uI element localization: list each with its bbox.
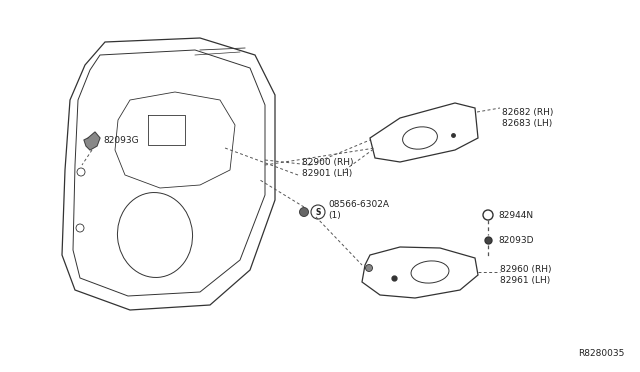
Text: 82960 (RH)
82961 (LH): 82960 (RH) 82961 (LH)	[500, 264, 552, 285]
Polygon shape	[84, 132, 100, 150]
Circle shape	[311, 205, 325, 219]
Circle shape	[365, 264, 372, 272]
Text: S: S	[316, 208, 321, 217]
Text: 82900 (RH)
82901 (LH): 82900 (RH) 82901 (LH)	[302, 158, 353, 179]
Text: 08566-6302A
(1): 08566-6302A (1)	[328, 200, 389, 220]
Text: R8280035: R8280035	[579, 349, 625, 358]
Text: 82093D: 82093D	[498, 235, 534, 244]
Text: 82944N: 82944N	[498, 211, 533, 219]
Circle shape	[300, 208, 308, 217]
Text: 82093G: 82093G	[103, 135, 139, 144]
Text: 82682 (RH)
82683 (LH): 82682 (RH) 82683 (LH)	[502, 108, 554, 128]
